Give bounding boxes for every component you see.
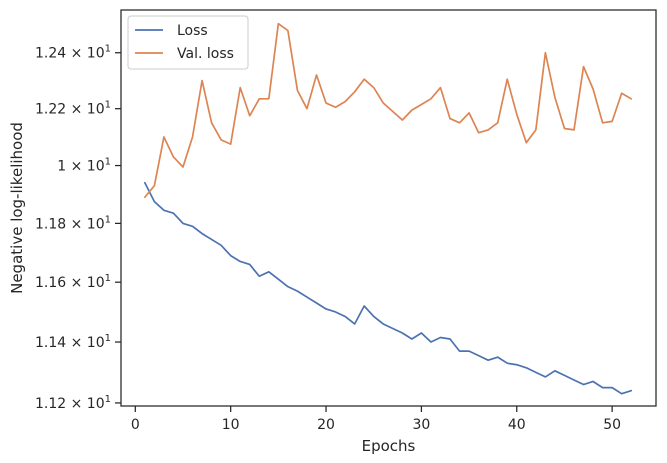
y-tick-label: 1.14 × 101 — [35, 333, 111, 351]
x-tick-label: 20 — [317, 417, 335, 433]
y-tick-label: 1.18 × 101 — [35, 214, 111, 232]
x-tick-label: 0 — [131, 417, 140, 433]
x-tick-label: 30 — [412, 417, 430, 433]
y-ticks: 1.12 × 101 1.14 × 101 1.16 × 101 1.18 × 101… — [35, 44, 121, 412]
y-tick-label: 1 × 101 — [57, 157, 111, 175]
series-line-loss — [143, 181, 633, 395]
y-tick-label: 1.24 × 101 — [35, 44, 111, 62]
x-ticks: 0 10 20 30 40 50 — [131, 406, 621, 433]
x-tick-label: 50 — [603, 417, 621, 433]
series-line-val-loss — [143, 22, 633, 199]
legend: Loss Val. loss — [127, 15, 249, 70]
legend-label-val-loss: Val. loss — [177, 46, 234, 62]
series-lines — [143, 22, 633, 395]
plot-area — [120, 9, 657, 407]
x-axis-label: Epochs — [362, 437, 416, 455]
y-tick-label: 1.16 × 101 — [35, 273, 111, 291]
y-axis-label: Negative log-likelihood — [8, 122, 26, 294]
x-tick-label: 40 — [508, 417, 526, 433]
y-tick-label: 1.12 × 101 — [35, 394, 111, 412]
y-tick-label: 1.22 × 101 — [35, 100, 111, 118]
legend-label-loss: Loss — [177, 23, 208, 39]
x-tick-label: 10 — [222, 417, 240, 433]
